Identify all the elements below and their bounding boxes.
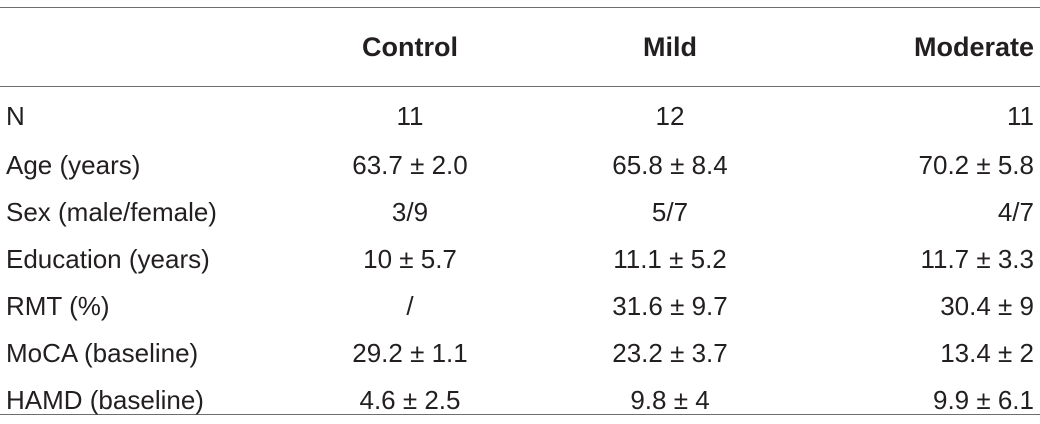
table-row: HAMD (baseline) 4.6 ± 2.5 9.8 ± 4 9.9 ± … (0, 377, 1040, 424)
cell-moderate: 13.4 ± 2 (940, 338, 1034, 368)
cell-mild: 12 (655, 100, 685, 131)
cell-control: 63.7 ± 2.0 (352, 150, 468, 180)
header-rule (0, 86, 1040, 87)
row-label: Education (years) (6, 244, 210, 274)
cell-moderate: 9.9 ± 6.1 (932, 385, 1034, 415)
cell-control: 10 ± 5.7 (363, 244, 457, 274)
table-row: RMT (%) / 31.6 ± 9.7 30.4 ± 9 (0, 283, 1040, 330)
header-mild: Mild (643, 31, 697, 62)
cell-control: 29.2 ± 1.1 (352, 338, 468, 368)
cell-control: 3/9 (391, 197, 429, 227)
cell-mild: 23.2 ± 3.7 (612, 338, 728, 368)
cell-mild: 5/7 (651, 197, 689, 227)
cell-mild: 11.1 ± 5.2 (613, 244, 727, 274)
table-row: MoCA (baseline) 29.2 ± 1.1 23.2 ± 3.7 13… (0, 330, 1040, 377)
table-row: N 11 12 11 (0, 86, 1040, 142)
table-row: Education (years) 10 ± 5.7 11.1 ± 5.2 11… (0, 236, 1040, 283)
cell-moderate: 11.7 ± 3.3 (920, 244, 1034, 274)
row-label: Sex (male/female) (6, 197, 217, 227)
top-rule (0, 7, 1040, 8)
cell-moderate: 30.4 ± 9 (940, 291, 1034, 321)
table-header: Control Mild Moderate (0, 8, 1040, 86)
table-row: Age (years) 63.7 ± 2.0 65.8 ± 8.4 70.2 ±… (0, 142, 1040, 189)
cell-control: 4.6 ± 2.5 (359, 385, 461, 415)
header-row: Control Mild Moderate (0, 8, 1040, 86)
header-moderate: Moderate (913, 31, 1034, 62)
cell-mild: 9.8 ± 4 (630, 385, 710, 415)
row-label: MoCA (baseline) (6, 338, 199, 368)
header-control: Control (362, 31, 458, 62)
cell-moderate: 70.2 ± 5.8 (918, 150, 1034, 180)
table-row: Sex (male/female) 3/9 5/7 4/7 (0, 189, 1040, 236)
cell-control: / (406, 291, 414, 321)
header-empty (0, 8, 280, 86)
cell-control: 11 (396, 100, 424, 131)
table-body: N 11 12 11 Age (years) 63.7 ± 2.0 65.8 ±… (0, 86, 1040, 424)
cell-mild: 65.8 ± 8.4 (612, 150, 728, 180)
cell-mild: 31.6 ± 9.7 (612, 291, 728, 321)
row-label: RMT (%) (6, 291, 110, 321)
row-label: Age (years) (6, 150, 141, 180)
row-label: HAMD (baseline) (6, 385, 204, 415)
cell-moderate: 4/7 (997, 197, 1034, 227)
row-label: N (6, 100, 25, 131)
cell-moderate: 11 (1007, 100, 1034, 131)
bottom-rule (0, 414, 1040, 415)
demographics-table: Control Mild Moderate N 11 12 11 Age (ye… (0, 8, 1040, 424)
